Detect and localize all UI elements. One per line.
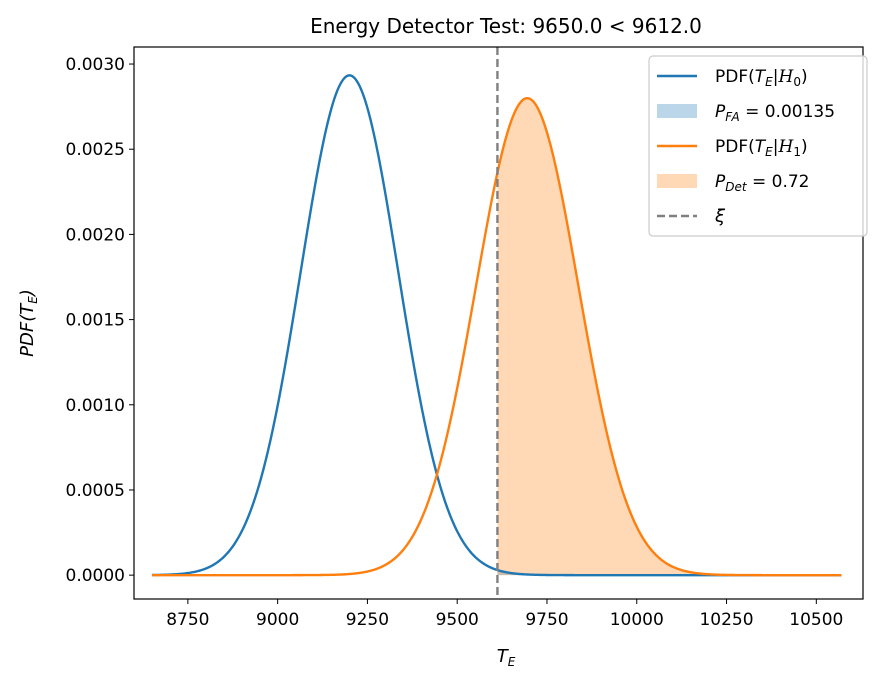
- legend-box: [648, 55, 868, 237]
- legend-label: PDF(TE|H1): [715, 137, 808, 159]
- x-tick-label: 9500: [436, 610, 479, 630]
- x-tick-label: 9000: [256, 610, 299, 630]
- y-tick-label: 0.0010: [66, 396, 125, 416]
- plot-frame: [133, 46, 864, 600]
- x-tick-label: 10250: [699, 610, 753, 630]
- series-1-line: [151, 96, 842, 577]
- y-axis: 0.0000 0.0005 0.0010 0.0015 0.0020 0.0025 0.00…: [66, 55, 134, 586]
- legend-fill-swatch: [657, 174, 697, 188]
- legend-label: PDet = 0.72: [715, 172, 810, 194]
- legend-label: PDF(TE|H0): [715, 67, 808, 89]
- legend-label: PFA = 0.00135: [715, 102, 835, 124]
- y-tick-label: 0.0015: [66, 311, 125, 331]
- legend-fill-swatch: [657, 104, 697, 118]
- x-tick-label: 9250: [346, 610, 389, 630]
- y-axis-label: PDF(TE): [17, 289, 40, 357]
- y-tick-label: 0.0030: [66, 55, 125, 75]
- x-tick-label: 9750: [525, 610, 568, 630]
- x-tick-label: 10000: [610, 610, 664, 630]
- x-axis-label: TE: [497, 646, 516, 669]
- legend-label: ξ: [714, 206, 726, 227]
- y-tick-label: 0.0020: [66, 225, 125, 245]
- x-axis: 8750 9000 9250 9500 9750 10000 10250 10500: [166, 599, 843, 630]
- y-tick-label: 0.0000: [66, 566, 125, 586]
- series-1-fill-area: [497, 98, 842, 576]
- y-tick-label: 0.0005: [66, 481, 125, 501]
- x-tick-label: 10500: [789, 610, 843, 630]
- y-tick-label: 0.0025: [66, 140, 125, 160]
- chart-title: Energy Detector Test: 9650.0 < 9612.0: [310, 14, 702, 38]
- x-tick-label: 8750: [166, 610, 209, 630]
- legend: PDF(TE|H0) PFA = 0.00135 PDF(TE|H1) PDet = …: [648, 55, 868, 237]
